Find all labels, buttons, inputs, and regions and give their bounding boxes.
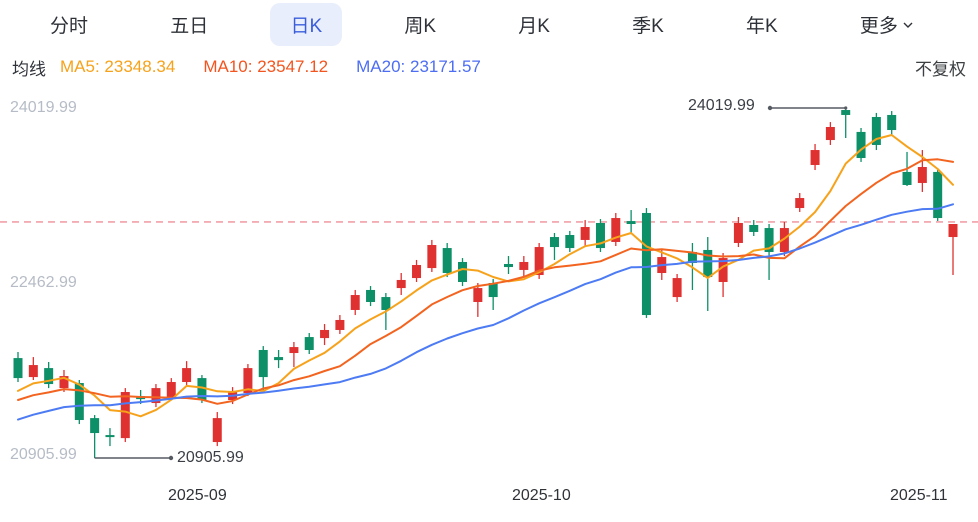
x-axis-tick: 2025-11 — [890, 487, 948, 504]
tab-label: 更多 — [859, 15, 898, 37]
tab-monthly-k[interactable]: 月K — [498, 3, 570, 46]
tab-label: 五日 — [170, 15, 209, 37]
low-price-annotation: 20905.99 — [177, 449, 244, 466]
tab-more[interactable]: 更多 — [840, 3, 934, 46]
tab-label: 月K — [518, 15, 550, 37]
tab-label: 日K — [290, 15, 323, 37]
tab-5day[interactable]: 五日 — [150, 3, 228, 46]
tab-minute[interactable]: 分时 — [30, 3, 108, 46]
high-price-annotation: 24019.99 — [688, 97, 755, 114]
tab-yearly-k[interactable]: 年K — [726, 3, 798, 46]
ma10-legend: MA10: 23547.12 — [203, 57, 329, 76]
tab-label: 季K — [632, 15, 664, 37]
x-axis-tick: 2025-09 — [168, 487, 227, 504]
y-axis-tick: 24019.99 — [10, 99, 77, 116]
tab-label: 周K — [404, 15, 437, 37]
tab-weekly-k[interactable]: 周K — [384, 3, 456, 46]
chevron-down-icon — [902, 19, 914, 31]
y-axis-tick: 22462.99 — [10, 274, 77, 291]
ma-legend-title: 均线 — [12, 59, 46, 79]
tab-quarterly-k[interactable]: 季K — [612, 3, 684, 46]
tab-label: 分时 — [50, 15, 89, 37]
x-axis-tick: 2025-10 — [512, 487, 571, 504]
ma20-legend: MA20: 23171.57 — [356, 57, 481, 76]
ma-legend-row: 均线 MA5: 23348.34 MA10: 23547.12 MA20: 23… — [0, 52, 978, 82]
ma5-legend: MA5: 23348.34 — [60, 57, 176, 76]
y-axis-tick: 20905.99 — [10, 446, 77, 463]
adjustment-mode-selector[interactable]: 不复权 — [915, 59, 966, 79]
tab-label: 年K — [746, 15, 778, 37]
tab-daily-k[interactable]: 日K — [270, 2, 343, 46]
period-tabbar: 分时 五日 日K 周K 月K 季K 年K 更多 — [0, 0, 978, 48]
